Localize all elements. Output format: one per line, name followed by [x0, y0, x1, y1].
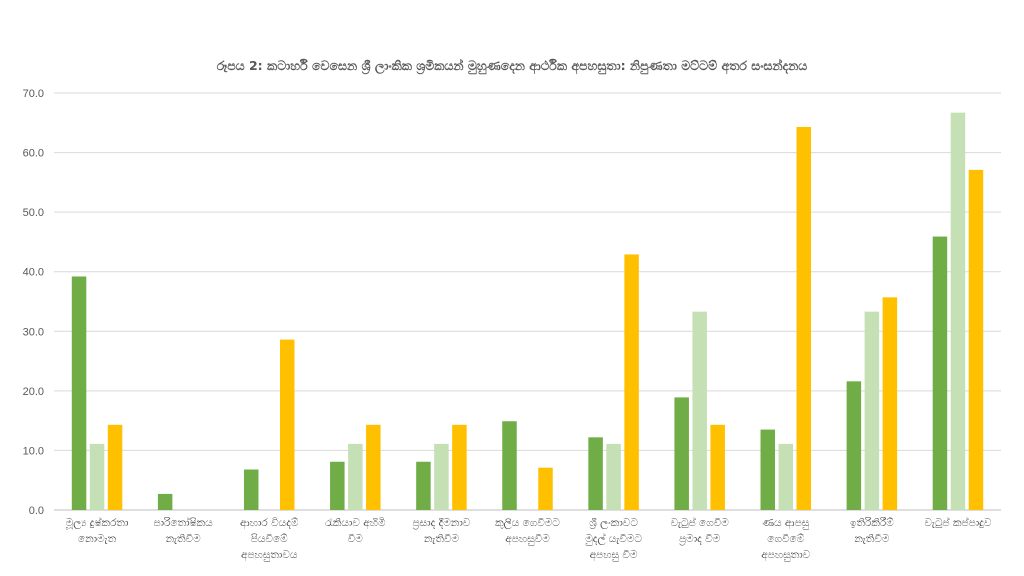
x-tick-label: පාරිතෝෂිකය නැතිවීම — [154, 515, 214, 545]
y-tick-label: 60.0 — [23, 148, 44, 160]
bar — [71, 276, 87, 510]
x-tick-label: ණය ආපසු ගෙවීමේ අපහසුතාව — [761, 517, 810, 562]
x-tick-label: ඉතිරිකිරීම් නැතිවීම — [850, 516, 894, 545]
x-tick-label: ශ්‍රී ලංකාවට මුදල් යැවීමට අපහසු වීම — [585, 517, 643, 562]
bar — [366, 424, 381, 510]
bar — [674, 397, 689, 510]
bar — [157, 493, 173, 510]
x-tick-label: ප්‍රසාද දීමනාව නැතිවීම — [412, 517, 470, 545]
bar — [348, 443, 363, 510]
bar — [243, 469, 259, 510]
y-tick-label: 20.0 — [23, 386, 44, 398]
bar — [710, 424, 725, 510]
chart-title: රූපය 2: කටාර්හි වෙසෙන ශ්‍රී ලාංකික ශ්‍රම… — [216, 58, 808, 73]
bar — [932, 236, 948, 510]
bar — [416, 461, 431, 510]
y-tick-label: 70.0 — [23, 88, 44, 100]
y-tick-label: 0.0 — [29, 505, 44, 517]
x-tick-label: ආහාර වියදම් පියවීමේ අපහසුතාවය — [240, 517, 299, 562]
bar — [538, 467, 553, 510]
y-tick-label: 10.0 — [23, 445, 44, 457]
bar — [606, 443, 621, 510]
y-tick-label: 50.0 — [23, 207, 44, 219]
bar — [107, 424, 123, 510]
x-tick-label: වැටුප් කප්පාදුව — [925, 515, 992, 529]
bar — [434, 443, 449, 510]
x-tick-label: කුලිය ගෙවීමට අපහසුවීම — [495, 517, 560, 546]
bar — [692, 311, 707, 510]
bar — [89, 443, 105, 510]
bar — [968, 169, 984, 510]
y-tick-label: 30.0 — [23, 326, 44, 338]
bar — [778, 443, 794, 510]
bar — [624, 254, 639, 510]
bar — [864, 311, 880, 510]
bar — [588, 437, 603, 510]
y-tick-label: 40.0 — [23, 267, 44, 279]
x-tick-label: රැකියාව අහිමි වීම — [325, 517, 386, 545]
bar — [330, 461, 345, 510]
bar — [452, 424, 467, 510]
x-tick-label: වැටුප් ගෙවීම ප්‍රමාද වීම — [671, 515, 730, 546]
bar — [279, 339, 295, 510]
bar — [882, 297, 898, 510]
bar — [950, 112, 966, 510]
bar — [846, 381, 862, 510]
bar — [502, 421, 517, 510]
x-tick-label: මූල්‍ය දුෂ්කරතා නොමැත — [65, 515, 129, 545]
bar — [760, 429, 776, 510]
bar — [796, 126, 812, 510]
